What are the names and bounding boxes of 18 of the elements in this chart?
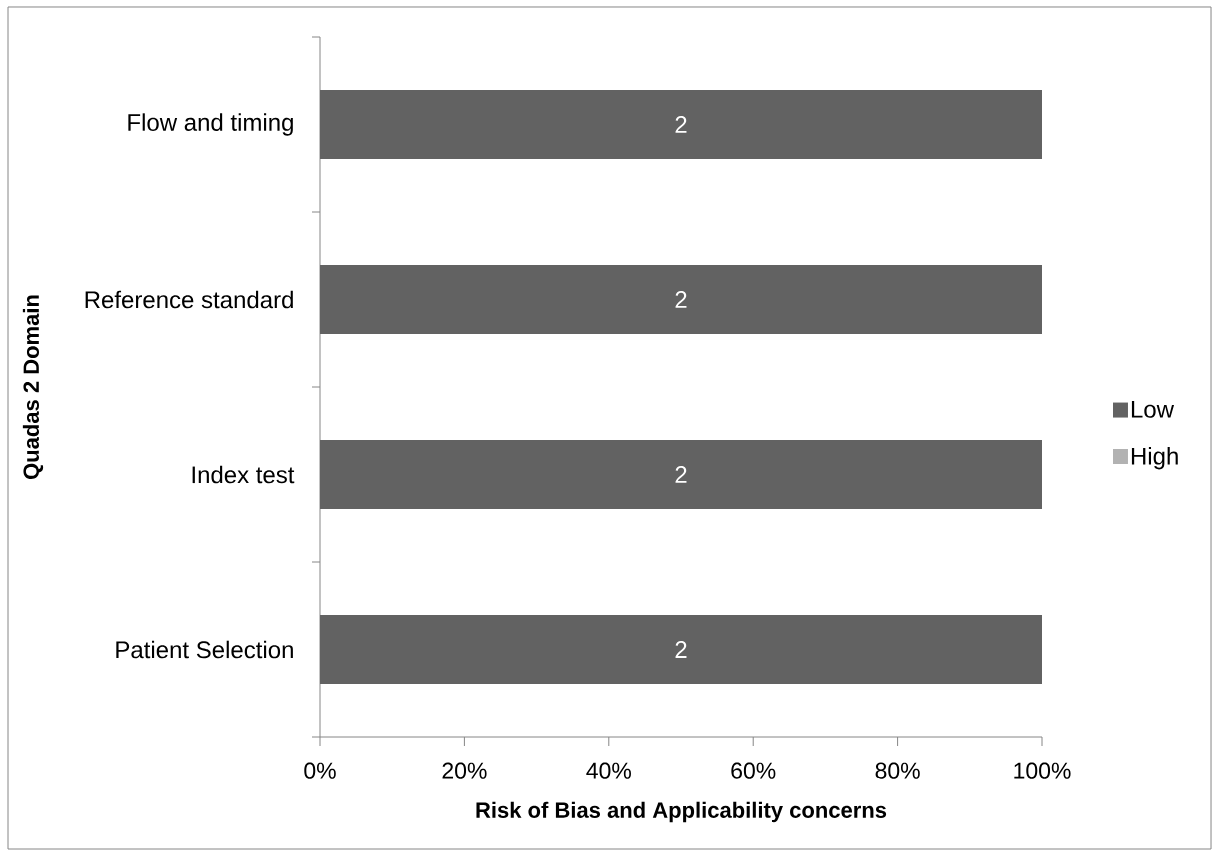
y-tick-label: Index test: [192, 465, 295, 484]
annotation: 2: [675, 116, 687, 133]
y-tick-label: Flow and timing: [128, 113, 293, 136]
x-axis-title: Risk of Bias and Applicability concerns: [476, 801, 887, 823]
legend-label: Low: [1131, 401, 1175, 418]
annotation: 2: [675, 291, 687, 308]
x-tick-label: 20%: [442, 762, 487, 779]
x-tick-label: 0%: [304, 762, 336, 779]
x-tick-label: 100%: [1014, 762, 1071, 779]
y-tick-label: Reference standard: [85, 290, 293, 309]
x-tick-label: 40%: [586, 762, 631, 779]
annotation: 2: [675, 641, 687, 658]
y-tick-label: Patient Selection: [116, 640, 293, 659]
x-tick-label: 80%: [875, 762, 920, 779]
x-tick-label: 60%: [731, 762, 776, 779]
annotation: 2: [675, 466, 687, 483]
legend-label: High: [1131, 447, 1178, 470]
y-axis-title: Quadas 2 Domain: [22, 295, 44, 480]
